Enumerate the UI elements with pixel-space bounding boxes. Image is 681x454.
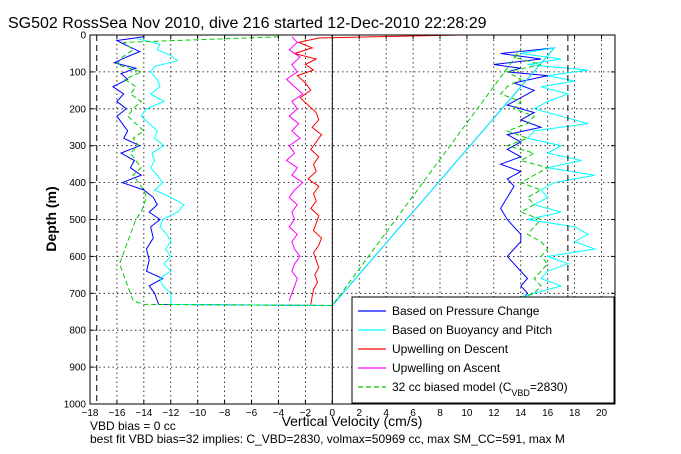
series-line-3 [285,36,304,301]
x-tick-label: −16 [108,408,125,419]
y-tick-label: 100 [69,67,86,78]
x-tick-label: −2 [300,408,312,419]
legend-box [351,296,615,404]
chart-legend: Based on Pressure Change Based on Buoyanc… [351,296,615,404]
legend-label: Based on Pressure Change [392,304,540,318]
y-tick-label: 900 [69,363,86,374]
x-tick-label: −8 [219,408,231,419]
x-tick-label: −6 [246,408,258,419]
series-line-1 [136,38,597,307]
series-layer [111,34,597,307]
series-line-2 [292,34,461,305]
y-axis: 0 100 200 300 400 500 600 700 800 900 1000 [64,31,615,411]
x-tick-label: −14 [135,408,152,419]
y-tick-label: 700 [69,289,86,300]
x-tick-label: −18 [82,408,99,419]
y-tick-label: 300 [69,141,86,152]
series-line-4 [116,36,550,307]
reference-lines [96,35,569,404]
x-tick-label: 10 [461,408,473,419]
x-tick-label: −12 [162,408,179,419]
y-tick-label: 600 [69,252,86,263]
x-tick-label: 4 [383,408,389,419]
annotation-best-fit: best fit VBD bias=32 implies: C_VBD=2830… [90,432,565,446]
x-tick-label: 2 [356,408,362,419]
x-axis: −18 −16 −14 −12 −10 −8 −6 −4 −2 0 2 4 6 8 10 12 14 16 18 20 [82,35,608,419]
x-tick-label: −4 [273,408,285,419]
chart-title: SG502 RossSea Nov 2010, dive 216 started… [8,15,487,32]
x-tick-label: 6 [410,408,416,419]
x-tick-label: 16 [542,408,554,419]
x-tick-label: 20 [596,408,608,419]
legend-label: Upwelling on Ascent [392,361,501,375]
y-tick-label: 500 [69,215,86,226]
y-axis-label: Depth (m) [43,186,59,251]
x-tick-label: 0 [330,408,336,419]
legend-label: Upwelling on Descent [392,342,509,356]
x-tick-label: −10 [189,408,206,419]
y-tick-label: 0 [80,31,86,42]
x-tick-label: 8 [437,408,443,419]
legend-label: Based on Buoyancy and Pitch [392,323,552,337]
y-tick-label: 400 [69,178,86,189]
x-tick-label: 14 [515,408,527,419]
series-line-0 [111,36,556,307]
annotation-vbd-bias: VBD bias = 0 cc [90,419,176,433]
y-tick-label: 1000 [64,400,87,411]
x-axis-label: Vertical Velocity (cm/s) [282,413,423,429]
y-tick-label: 800 [69,326,86,337]
x-tick-label: 12 [488,408,500,419]
y-tick-label: 200 [69,104,86,115]
x-tick-label: 18 [569,408,581,419]
